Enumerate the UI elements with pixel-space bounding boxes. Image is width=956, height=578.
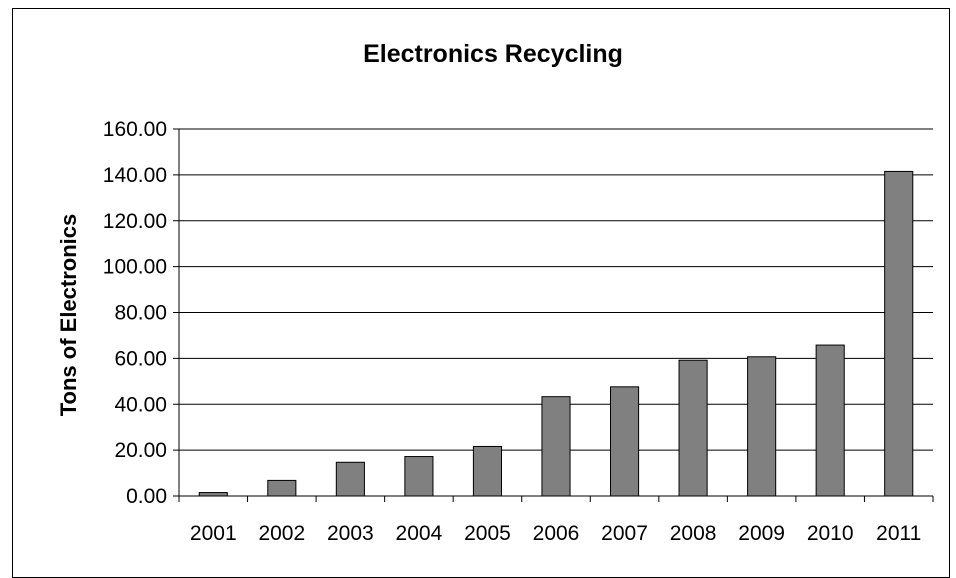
x-tick-label: 2002	[258, 522, 305, 545]
bar-chart: Electronics Recycling Tons of Electronic…	[56, 40, 934, 545]
chart-area: Electronics Recycling Tons of Electronic…	[12, 8, 950, 578]
y-tick-label: 0.00	[126, 485, 167, 508]
bar-2005	[472, 445, 503, 497]
x-tick-label: 2003	[327, 522, 374, 545]
bar-2008	[678, 359, 708, 497]
x-tick-label: 2009	[738, 522, 785, 545]
bar-2002	[267, 479, 297, 497]
y-tick-label: 120.00	[103, 210, 167, 233]
bar-2003	[335, 461, 365, 497]
y-tick-label: 100.00	[103, 256, 167, 279]
x-tick-label: 2008	[670, 522, 717, 545]
x-tick-label: 2011	[876, 522, 921, 545]
bars	[198, 170, 914, 497]
bar-2004	[404, 456, 434, 497]
x-tick-label: 2007	[601, 522, 648, 545]
bar-2007	[609, 386, 640, 497]
y-tick-label: 60.00	[114, 347, 167, 370]
gridlines	[179, 128, 933, 497]
y-tick-label: 40.00	[114, 393, 167, 416]
bar-2010	[815, 344, 845, 497]
y-axis-title: Tons of Electronics	[56, 214, 81, 417]
x-tick-label: 2006	[533, 522, 580, 545]
bar-2001	[198, 492, 228, 497]
x-tick-label: 2001	[190, 522, 237, 545]
y-tick-label: 80.00	[114, 302, 167, 325]
bar-2006	[541, 396, 571, 497]
axes	[173, 128, 934, 502]
y-tick-label: 20.00	[114, 439, 167, 462]
x-tick-label: 2005	[464, 522, 511, 545]
y-tick-labels: 0.00 20.00 40.00 60.00 80.00 100.00 120.00 140.…	[103, 118, 167, 508]
x-tick-label: 2010	[807, 522, 854, 545]
bar-2009	[747, 356, 777, 497]
bar-2011	[884, 170, 914, 497]
x-tick-labels: 2001 2002 2003 2004 2005 2006 2007 2008 2009 2010…	[190, 522, 921, 545]
y-tick-label: 140.00	[103, 164, 167, 187]
x-tick-label: 2004	[396, 522, 443, 545]
y-tick-label: 160.00	[103, 118, 167, 141]
chart-title: Electronics Recycling	[363, 40, 623, 68]
